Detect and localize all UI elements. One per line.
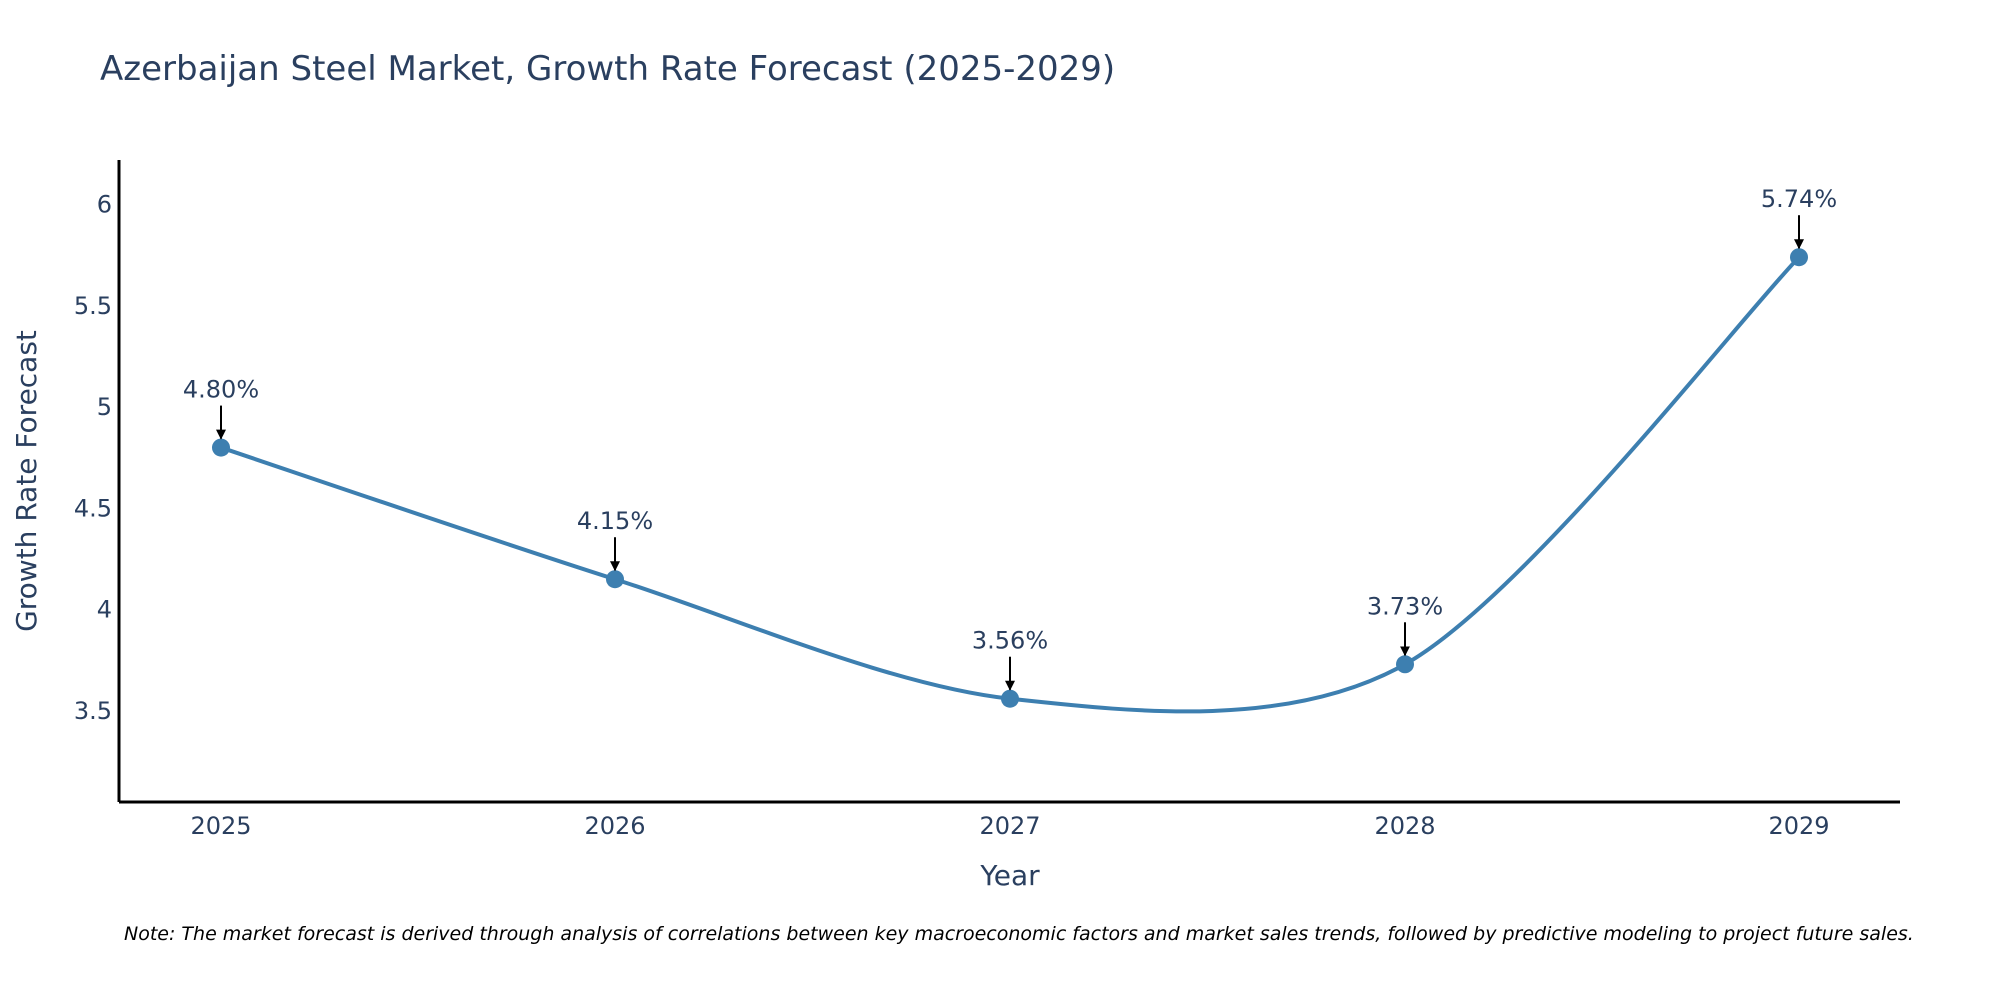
chart-note: Note: The market forecast is derived thr… <box>124 923 1914 945</box>
x-axis-title: Year <box>979 859 1040 892</box>
x-tick-label: 2029 <box>1768 812 1829 840</box>
chart-title: Azerbaijan Steel Market, Growth Rate For… <box>100 49 1115 89</box>
y-tick-label: 6 <box>97 191 112 219</box>
data-label: 3.56% <box>972 627 1048 655</box>
y-axis-title: Growth Rate Forecast <box>10 330 43 632</box>
data-label: 4.80% <box>183 376 259 404</box>
x-tick-label: 2028 <box>1374 812 1435 840</box>
data-point <box>1790 248 1808 267</box>
data-point <box>1001 689 1019 708</box>
x-tick-label: 2025 <box>190 812 251 840</box>
x-tick-label: 2027 <box>979 812 1040 840</box>
plot-area: 3.5 4 4.5 5 5.5 6 2025 2026 2027 2028 2029 4.80% 4.1… <box>74 160 1900 840</box>
data-label: 5.74% <box>1761 185 1837 213</box>
data-point <box>212 438 230 457</box>
y-tick-label: 5 <box>97 393 112 421</box>
y-tick-label: 3.5 <box>74 697 112 725</box>
y-tick-label: 4 <box>97 596 112 624</box>
y-tick-label: 4.5 <box>74 494 112 522</box>
x-tick-label: 2026 <box>584 812 645 840</box>
data-label: 3.73% <box>1367 592 1443 620</box>
y-tick-label: 5.5 <box>74 292 112 320</box>
data-label: 4.15% <box>577 507 653 535</box>
data-point <box>1396 655 1414 674</box>
data-point <box>606 570 624 589</box>
